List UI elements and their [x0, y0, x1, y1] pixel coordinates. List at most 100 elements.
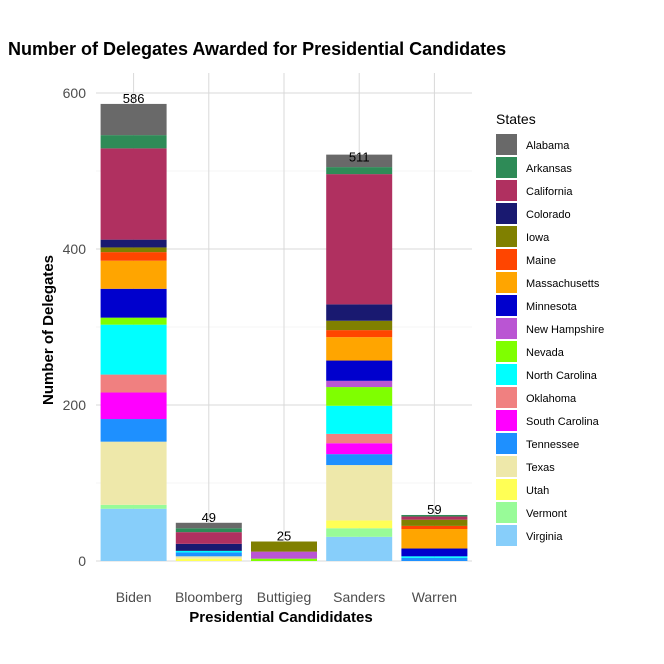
bar-segment	[401, 556, 468, 558]
bar-segment	[251, 551, 317, 559]
legend-title: States	[496, 111, 536, 127]
legend-swatch	[496, 134, 517, 155]
totals-group: 586 49 25 511 59	[123, 91, 442, 544]
bar-segment	[100, 374, 167, 393]
bar-segment	[401, 514, 468, 517]
bar-segment	[401, 557, 468, 561]
bar-segment	[326, 528, 393, 537]
bar-segment	[175, 532, 242, 544]
bar-segment	[401, 548, 468, 557]
legend-label: Vermont	[526, 508, 567, 520]
bar-segment	[326, 380, 393, 388]
bar-segment	[100, 239, 167, 248]
legend-swatch	[496, 203, 517, 224]
total-label: 25	[277, 529, 291, 544]
bar-segment	[326, 154, 393, 168]
bar-segment	[401, 529, 468, 549]
legend-swatch	[496, 387, 517, 408]
legend-label: Texas	[526, 462, 555, 474]
bar-segment	[100, 324, 167, 375]
bar-segment	[326, 174, 393, 305]
y-axis-title: Number of Delegates	[40, 255, 57, 405]
x-tick-label: Warren	[412, 589, 457, 605]
legend-swatch	[496, 410, 517, 431]
bar-segment	[326, 454, 393, 466]
legend-label: New Hampshire	[526, 324, 604, 336]
bar-segment	[175, 543, 242, 551]
bar-segment	[100, 247, 167, 253]
bar-segment	[175, 522, 242, 529]
total-label: 511	[349, 149, 370, 164]
bar-segment	[100, 103, 167, 136]
legend-swatch	[496, 525, 517, 546]
bar-segment	[100, 441, 167, 505]
legend-swatch	[496, 479, 517, 500]
bar-segment	[326, 536, 393, 561]
legend-label: Maine	[526, 255, 556, 267]
y-tick-label: 0	[78, 553, 86, 569]
bar-segment	[175, 558, 242, 561]
bar-segment	[100, 504, 167, 509]
legend-label: Nevada	[526, 347, 565, 359]
total-label: 59	[427, 502, 441, 517]
bar-segment	[326, 304, 393, 321]
bar-segment	[175, 550, 242, 553]
legend-swatch	[496, 318, 517, 339]
legend-label: Minnesota	[526, 301, 578, 313]
bar-segment	[326, 443, 393, 455]
legend-label: North Carolina	[526, 370, 598, 382]
bar-segment	[100, 288, 167, 318]
legend-swatch	[496, 272, 517, 293]
bar-segment	[100, 419, 167, 442]
legend-swatch	[496, 180, 517, 201]
legend-label: Alabama	[526, 140, 570, 152]
legend-label: Virginia	[526, 531, 563, 543]
legend-swatch	[496, 364, 517, 385]
legend-label: California	[526, 186, 573, 198]
bar-segment	[100, 392, 167, 420]
legend-swatch	[496, 456, 517, 477]
legend-swatch	[496, 502, 517, 523]
bar-segment	[401, 519, 468, 526]
bar-segment	[326, 520, 393, 529]
bar-segment	[100, 135, 167, 149]
bar-segment	[175, 528, 242, 533]
bar-segment	[326, 320, 393, 331]
bar-segment	[401, 525, 468, 530]
legend-label: Tennessee	[526, 439, 579, 451]
legend-label: Utah	[526, 485, 549, 497]
bar-segment	[251, 541, 317, 552]
bar-segment	[251, 558, 317, 561]
bar-segment	[175, 556, 242, 559]
legend-swatch	[496, 433, 517, 454]
y-axis-ticks: 0 200 400 600	[63, 85, 87, 569]
bars-group	[100, 103, 468, 561]
bar-segment	[326, 330, 393, 338]
bar-segment	[326, 465, 393, 521]
x-tick-label: Bloomberg	[175, 589, 243, 605]
x-axis-title: Presidential Candididates	[189, 609, 372, 626]
bar-segment	[326, 387, 393, 406]
bar-segment	[326, 167, 393, 175]
legend-swatch	[496, 157, 517, 178]
bar-segment	[401, 516, 468, 520]
legend-label: South Carolina	[526, 416, 600, 428]
legend-label: Arkansas	[526, 163, 572, 175]
legend-label: Oklahoma	[526, 393, 577, 405]
total-label: 49	[202, 510, 216, 525]
chart-title: Number of Delegates Awarded for Presiden…	[8, 39, 506, 59]
bar-segment	[326, 337, 393, 361]
bar-segment	[326, 405, 393, 434]
x-tick-label: Biden	[116, 589, 152, 605]
legend: States Alabama Arkansas California Colorado…	[496, 111, 604, 546]
x-tick-label: Sanders	[333, 589, 385, 605]
y-tick-label: 600	[63, 85, 87, 101]
x-tick-label: Buttigieg	[257, 589, 311, 605]
y-tick-label: 200	[63, 397, 87, 413]
bar-segment	[326, 433, 393, 444]
x-axis-ticks: Biden Bloomberg Buttigieg Sanders Warren	[116, 589, 457, 605]
legend-swatch	[496, 295, 517, 316]
legend-label: Iowa	[526, 232, 550, 244]
legend-swatch	[496, 249, 517, 270]
